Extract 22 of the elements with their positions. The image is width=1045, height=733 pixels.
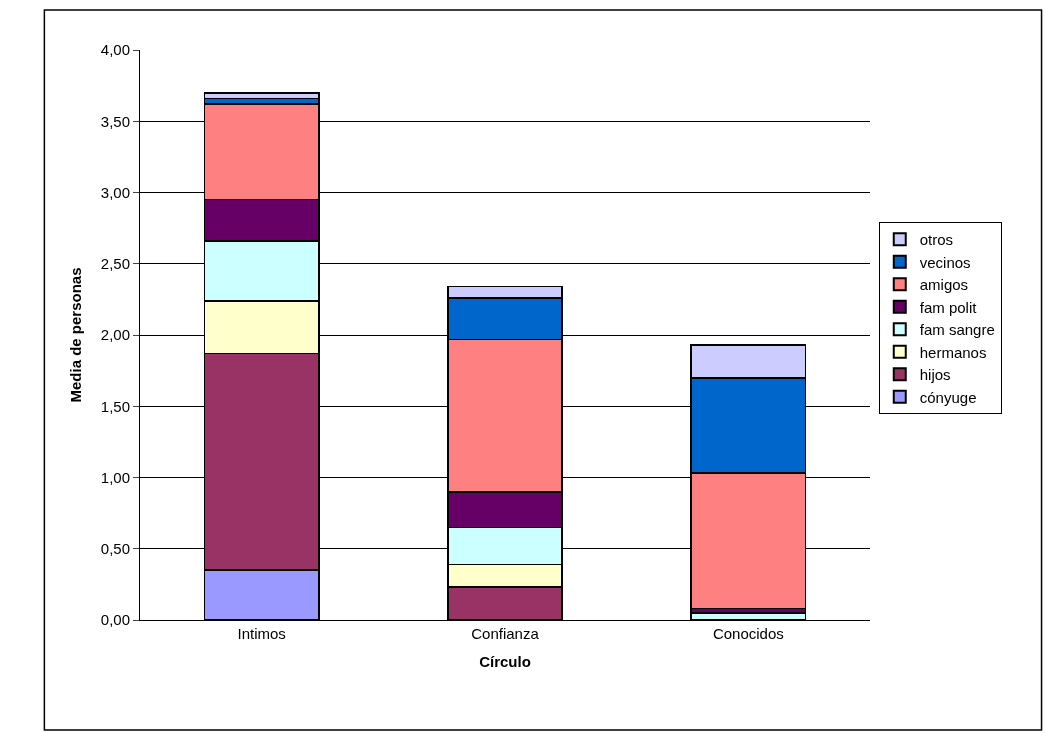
legend-label: otros xyxy=(919,231,954,248)
x-tick-label: Conocidos xyxy=(712,625,784,642)
y-axis-title: Media de personas xyxy=(67,267,85,403)
y-tick-label: 3,50 xyxy=(100,112,130,130)
y-tick-label: 1,50 xyxy=(100,397,130,415)
y-tick-label: 2,50 xyxy=(100,255,130,272)
y-tick-label: 3,00 xyxy=(100,183,130,201)
y-tick-label: 2,00 xyxy=(100,326,130,344)
legend-label: hijos xyxy=(919,366,951,383)
y-tick-label: 0,00 xyxy=(100,611,130,629)
y-tick-label: 4,00 xyxy=(100,41,130,59)
y-tick-label: 0,50 xyxy=(100,540,130,557)
x-axis-title: Círculo xyxy=(479,653,531,670)
legend-label: fam polit xyxy=(919,298,978,316)
legend-label: vecinos xyxy=(919,253,971,271)
legend-label: cónyuge xyxy=(919,388,977,406)
legend-label: amigos xyxy=(919,276,969,293)
x-tick-label: Intimos xyxy=(237,625,286,642)
x-tick-label: Confianza xyxy=(471,625,540,642)
legend-label: fam sangre xyxy=(919,321,995,338)
legend-label: hermanos xyxy=(919,343,987,361)
y-tick-label: 1,00 xyxy=(100,468,130,486)
